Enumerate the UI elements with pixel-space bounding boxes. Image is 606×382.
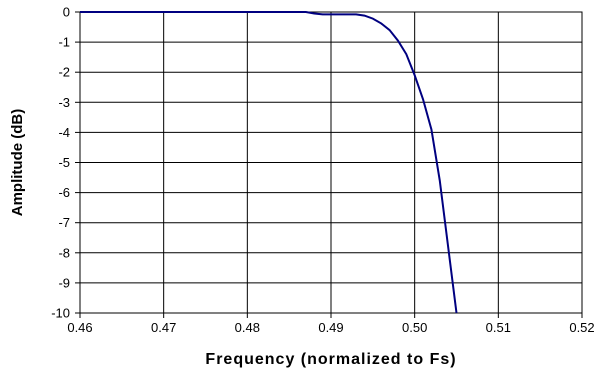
y-tick-label: -3 <box>58 95 70 110</box>
x-tick-label: 0.52 <box>569 320 594 335</box>
y-tick-label: -5 <box>58 155 70 170</box>
x-tick-label: 0.46 <box>67 320 92 335</box>
x-tick-label: 0.51 <box>486 320 511 335</box>
x-tick-label: 0.48 <box>235 320 260 335</box>
series-line <box>80 11 458 314</box>
y-tick-label: -8 <box>58 245 70 260</box>
y-axis-ticks: 0 -1 -2 -3 -4 -5 -6 -7 -8 -9 -10 <box>51 5 80 321</box>
y-tick-label: -4 <box>58 125 70 140</box>
x-axis-ticks: 0.46 0.47 0.48 0.49 0.50 0.51 0.52 <box>67 313 595 335</box>
x-axis-title: Frequency (normalized to Fs) <box>205 351 456 368</box>
grid-lines <box>79 11 583 314</box>
y-tick-label: -1 <box>58 35 70 50</box>
y-tick-label: 0 <box>63 5 70 20</box>
y-tick-label: -10 <box>51 306 70 321</box>
y-tick-label: -6 <box>58 185 70 200</box>
y-tick-label: -7 <box>58 215 70 230</box>
y-axis-title: Amplitude (dB) <box>9 109 26 216</box>
x-tick-label: 0.47 <box>151 320 176 335</box>
y-tick-label: -2 <box>58 65 70 80</box>
x-tick-label: 0.50 <box>402 320 427 335</box>
y-tick-label: -9 <box>58 275 70 290</box>
x-tick-label: 0.49 <box>318 320 343 335</box>
